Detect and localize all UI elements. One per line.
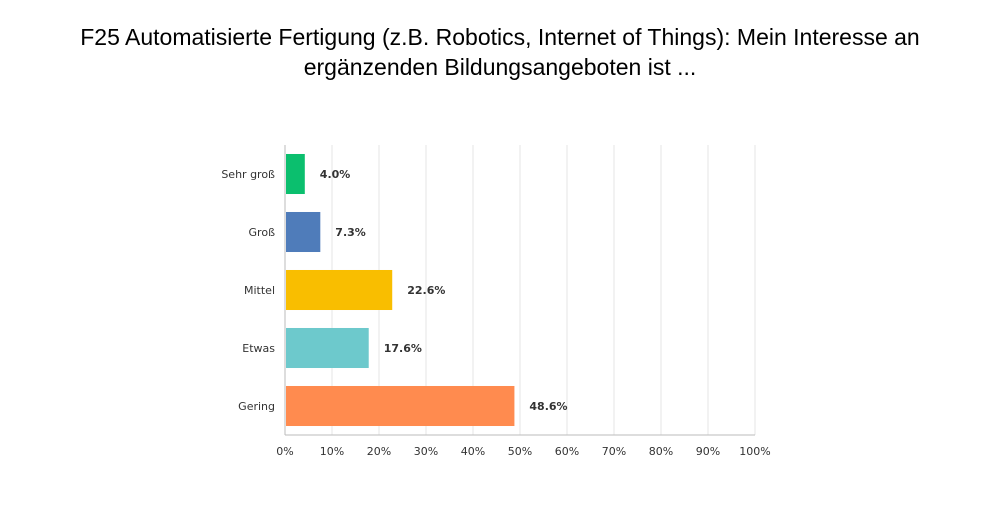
labels: 0% 10% 20% 30% 40% 50% 60% 70% 80% 90% 100% Sehr gr… bbox=[221, 168, 770, 458]
x-tick-label-5: 50% bbox=[508, 445, 532, 458]
axes bbox=[284, 145, 755, 436]
value-label-4: 48.6% bbox=[529, 400, 567, 413]
value-label-1: 7.3% bbox=[335, 226, 366, 239]
bar-1 bbox=[286, 211, 321, 253]
x-tick-label-1: 10% bbox=[320, 445, 344, 458]
x-tick-label-3: 30% bbox=[414, 445, 438, 458]
category-label-1: Groß bbox=[249, 226, 276, 239]
bars bbox=[286, 153, 515, 427]
value-label-2: 22.6% bbox=[407, 284, 445, 297]
chart-title: F25 Automatisierte Fertigung (z.B. Robot… bbox=[0, 22, 1000, 82]
category-label-3: Etwas bbox=[242, 342, 275, 355]
bar-3 bbox=[286, 327, 369, 369]
x-tick-label-6: 60% bbox=[555, 445, 579, 458]
x-tick-label-0: 0% bbox=[276, 445, 293, 458]
bar-2 bbox=[286, 269, 393, 311]
x-tick-label-7: 70% bbox=[602, 445, 626, 458]
x-tick-label-4: 40% bbox=[461, 445, 485, 458]
x-tick-label-9: 90% bbox=[696, 445, 720, 458]
bar-0 bbox=[286, 153, 305, 195]
bar-4 bbox=[286, 385, 515, 427]
x-tick-label-8: 80% bbox=[649, 445, 673, 458]
category-label-2: Mittel bbox=[244, 284, 275, 297]
category-label-0: Sehr groß bbox=[221, 168, 275, 181]
chart-title-line-1: F25 Automatisierte Fertigung (z.B. Robot… bbox=[80, 24, 920, 50]
chart-title-line-2: ergänzenden Bildungsangeboten ist ... bbox=[303, 54, 697, 80]
x-tick-label-2: 20% bbox=[367, 445, 391, 458]
x-tick-label-10: 100% bbox=[739, 445, 770, 458]
value-label-0: 4.0% bbox=[320, 168, 351, 181]
category-label-4: Gering bbox=[238, 400, 275, 413]
value-label-3: 17.6% bbox=[384, 342, 422, 355]
